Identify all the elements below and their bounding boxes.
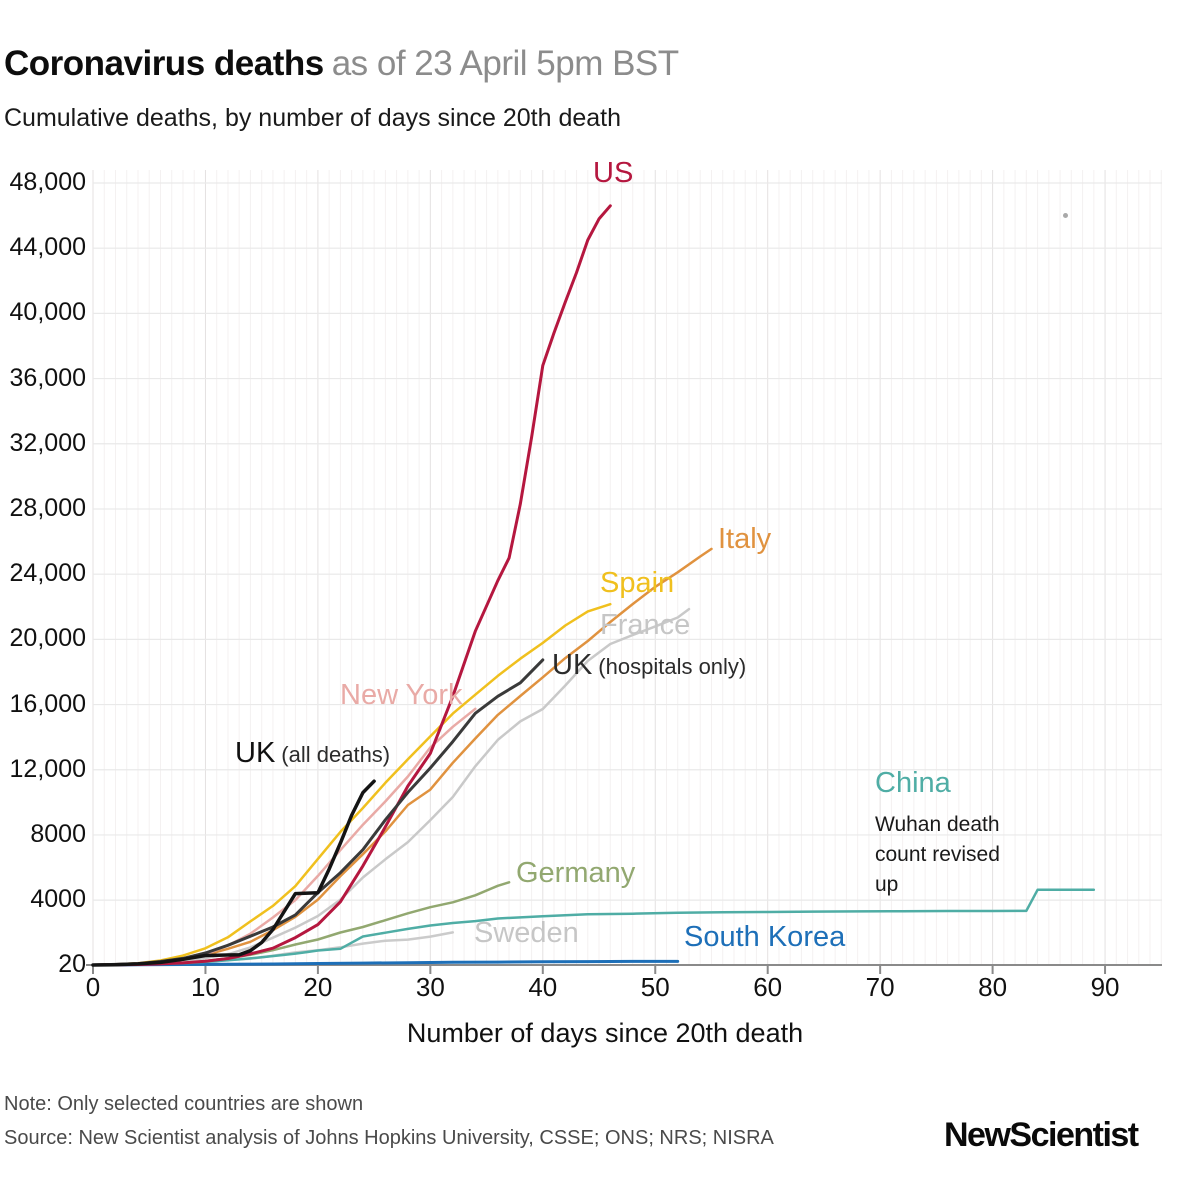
x-tick-label: 70 (865, 972, 895, 1002)
series-label-new-york: New York (340, 679, 463, 711)
footnote: Note: Only selected countries are shown (4, 1093, 364, 1115)
series-line-spain (91, 602, 612, 967)
x-tick-label: 80 (978, 972, 1008, 1002)
x-tick-label: 60 (753, 972, 783, 1002)
x-tick-label: 10 (190, 972, 220, 1002)
series-line-us (91, 204, 612, 967)
chart-plot-area (86, 170, 1162, 974)
series-label-sweden: Sweden (474, 917, 579, 949)
series-label-china: China (875, 767, 951, 799)
x-tick-label: 0 (85, 972, 101, 1002)
title-date: as of 23 April 5pm BST (331, 44, 679, 83)
x-tick-label: 90 (1090, 972, 1120, 1002)
series-label-uk-hospitals-suffix: (hospitals only) (598, 654, 747, 679)
y-tick-label: 28,000 (9, 493, 86, 522)
series-label-south-korea: South Korea (684, 921, 846, 953)
y-tick-label: 4000 (30, 885, 86, 914)
series-line-uk_all (91, 779, 376, 967)
y-tick-label: 44,000 (9, 233, 86, 262)
y-tick-label: 36,000 (9, 363, 86, 392)
x-tick-label: 30 (415, 972, 445, 1002)
series-label-uk-hospitals-main: UK (552, 649, 593, 681)
x-tick-label: 40 (528, 972, 558, 1002)
series-label-uk-hospitals: UK (hospitals only) (552, 649, 746, 682)
y-tick-label: 20 (58, 950, 86, 978)
series-line-south_korea (91, 959, 680, 967)
y-tick-label: 24,000 (9, 559, 86, 588)
y-tick-label: 20,000 (9, 624, 86, 653)
chart-subtitle: Cumulative deaths, by number of days sin… (4, 104, 622, 132)
series-label-uk-all-suffix: (all deaths) (281, 742, 391, 767)
china-annotation: Wuhan death count revised up (875, 813, 1000, 896)
title-main: Coronavirus deaths (4, 44, 324, 83)
x-axis-title: Number of days since 20th death (406, 1018, 804, 1048)
y-tick-label: 16,000 (9, 689, 86, 718)
y-tick-label: 32,000 (9, 428, 86, 457)
y-tick-label: 48,000 (9, 168, 86, 196)
x-tick-label: 20 (303, 972, 333, 1002)
series-label-spain: Spain (600, 567, 675, 599)
x-tick-label: 50 (640, 972, 670, 1002)
y-tick-label: 8000 (30, 819, 86, 848)
series-label-france: France (600, 609, 691, 641)
series-label-germany: Germany (516, 857, 636, 889)
y-tick-label: 40,000 (9, 298, 86, 327)
stray-dot (1063, 213, 1068, 218)
y-tick-label: 12,000 (9, 754, 86, 783)
series-label-italy: Italy (718, 523, 772, 555)
page-title: Coronavirus deaths as of 23 April 5pm BST (4, 44, 679, 84)
series-label-us: US (593, 157, 634, 189)
series-line-france (91, 607, 691, 967)
series-label-uk-all-main: UK (235, 737, 276, 769)
source-line: Source: New Scientist analysis of Johns … (4, 1127, 774, 1149)
new-scientist-logo: NewScientist (944, 1116, 1139, 1154)
series-label-uk-all: UK (all deaths) (235, 737, 390, 770)
